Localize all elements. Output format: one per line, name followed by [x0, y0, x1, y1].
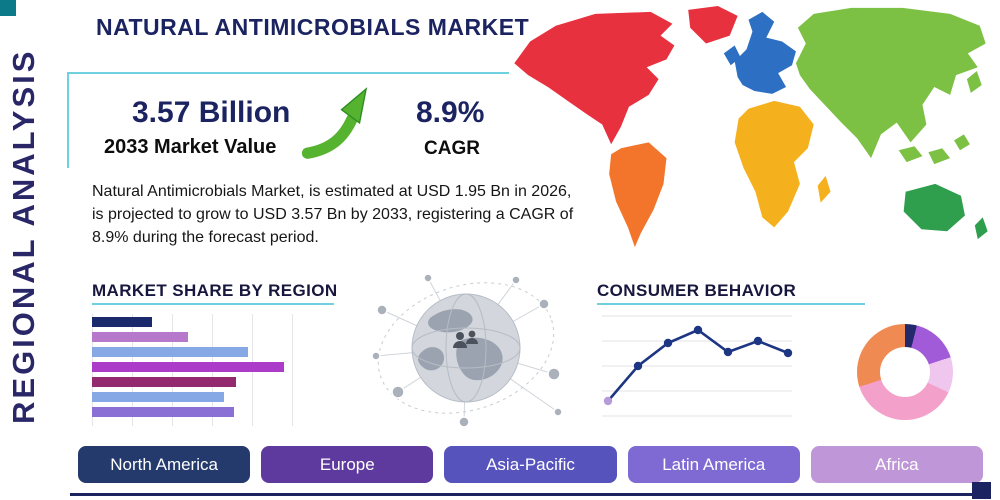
map-greenland [688, 5, 738, 44]
corner-accent-top-left [0, 0, 16, 16]
bar-region-1 [92, 317, 152, 327]
region-button-north-america[interactable]: North America [78, 446, 251, 483]
market-value: 3.57 Billion [132, 96, 291, 129]
region-legend: North America Europe Asia-Pacific Latin Ame… [78, 446, 984, 483]
consumer-behavior-underline [597, 303, 865, 305]
map-africa [734, 100, 814, 228]
donut-hole [880, 347, 930, 397]
regional-share-donut-chart [857, 324, 953, 420]
world-map [514, 5, 988, 248]
map-madagascar [817, 175, 831, 203]
bar-region-7 [92, 407, 234, 417]
region-button-europe[interactable]: Europe [261, 446, 434, 483]
growth-arrow-icon [301, 87, 368, 159]
map-new-zealand [974, 217, 988, 240]
region-button-africa[interactable]: Africa [810, 446, 984, 483]
cagr-value: 8.9% [416, 96, 485, 129]
bar-region-5 [92, 377, 236, 387]
side-label: REGIONAL ANALYSIS [6, 48, 41, 424]
map-se-asia-island-2 [928, 148, 951, 165]
bar-region-3 [92, 347, 248, 357]
line-point-7 [783, 348, 793, 358]
line-point-5 [723, 347, 733, 357]
market-share-heading: MARKET SHARE BY REGION [92, 281, 338, 300]
map-asia [795, 7, 986, 159]
line-point-6 [753, 336, 763, 346]
bar-region-6 [92, 392, 224, 402]
map-europe [734, 11, 796, 94]
stats-panel [67, 72, 509, 168]
cagr-label: CAGR [424, 138, 480, 159]
line-point-4 [693, 325, 703, 335]
map-south-america [609, 142, 667, 248]
market-value-label: 2033 Market Value [104, 136, 277, 158]
corner-accent-bottom-right [972, 482, 991, 499]
map-japan [966, 71, 982, 93]
consumer-behavior-heading: CONSUMER BEHAVIOR [597, 281, 797, 300]
globe-network-graphic [371, 273, 563, 428]
market-share-bar-chart [92, 314, 332, 426]
map-se-asia-island-3 [954, 134, 970, 151]
map-se-asia-island-1 [898, 146, 923, 163]
consumer-behavior-line-chart [602, 315, 793, 417]
line-point-3 [663, 338, 673, 348]
map-uk [723, 45, 741, 66]
map-australia [903, 183, 965, 232]
page-title: NATURAL ANTIMICROBIALS MARKET [96, 14, 530, 40]
bottom-border [70, 493, 980, 496]
bar-region-2 [92, 332, 188, 342]
map-north-america [514, 11, 675, 145]
line-point-2 [633, 361, 643, 371]
bar-region-4 [92, 362, 284, 372]
line-point-1 [603, 396, 613, 406]
market-share-underline [92, 303, 334, 305]
region-button-asia-pacific[interactable]: Asia-Pacific [444, 446, 617, 483]
market-description: Natural Antimicrobials Market, is estima… [92, 183, 574, 247]
region-button-latin-america[interactable]: Latin America [627, 446, 800, 483]
